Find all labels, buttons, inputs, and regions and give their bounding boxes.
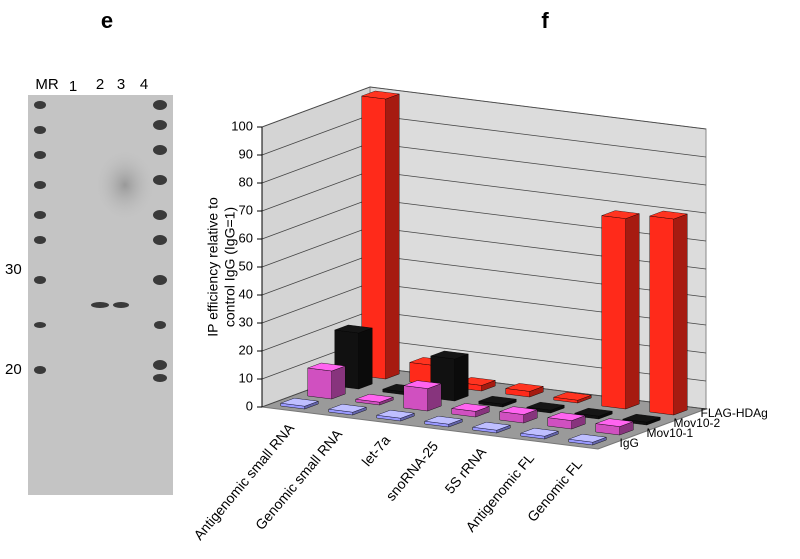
bar-top (472, 421, 511, 431)
bar (328, 403, 367, 416)
bar-front (403, 385, 428, 412)
bar (307, 362, 346, 400)
lane-label: 2 (96, 76, 104, 93)
bar-front (307, 367, 332, 400)
bar-top (361, 90, 400, 100)
y-axis-label: control IgG (IgG=1) (222, 207, 238, 327)
bar (403, 380, 442, 412)
bar-top (451, 403, 490, 412)
y-tick-label: 60 (239, 230, 253, 245)
bar (595, 418, 634, 436)
bar-front (601, 215, 626, 410)
y-tick-label: 20 (239, 342, 253, 357)
grid-line (261, 86, 707, 130)
bar-top (505, 383, 544, 392)
x-tick-label: 5S rRNA (441, 444, 489, 497)
bar (280, 397, 319, 410)
bar (520, 427, 559, 440)
y-tick-label: 0 (246, 398, 253, 413)
bar-side (625, 213, 640, 410)
y-axis-label: IP efficiency relative to (205, 197, 221, 337)
bar-top (355, 393, 394, 403)
bar-side (385, 93, 400, 380)
bar-top (424, 415, 463, 425)
size-label: 30 (5, 261, 22, 278)
bar-top (430, 350, 469, 360)
gel-panel: e MR 1 2 3 4 30 20 (5, 8, 173, 495)
bar-top (595, 418, 634, 427)
bar (424, 415, 463, 428)
bar-top (649, 210, 688, 220)
bar-top (553, 391, 592, 401)
bar (451, 403, 490, 418)
y-tick-label: 40 (239, 286, 253, 301)
legend-label: IgG (620, 436, 639, 450)
x-tick-label: let-7a (358, 432, 393, 469)
bar (622, 413, 661, 426)
bar-top (328, 403, 367, 413)
panel-label: e (101, 8, 113, 33)
bar (649, 210, 688, 416)
lane-label: MR (35, 76, 58, 93)
bar (361, 90, 400, 380)
size-label: 20 (5, 361, 22, 378)
y-tick-label: 90 (239, 146, 253, 161)
panel-label: f (541, 8, 549, 33)
bar-top (520, 427, 559, 437)
y-tick-label: 100 (231, 118, 253, 133)
y-tick-label: 10 (239, 370, 253, 385)
bar-top (568, 433, 607, 443)
lane-label: 1 (69, 78, 77, 95)
y-tick-label: 50 (239, 258, 253, 273)
bar-top (376, 409, 415, 419)
bar-chart-3d: f IP efficiency relative to control IgG … (190, 8, 768, 543)
bar-side (454, 353, 469, 402)
x-tick-label: Antigenomic small RNA (190, 420, 297, 543)
lane-label: 4 (140, 76, 148, 93)
bar (547, 412, 586, 430)
gel-smear (93, 147, 157, 223)
bar (505, 383, 544, 398)
legend-label: Mov10-2 (674, 416, 721, 430)
x-tick-label: snoRNA-25 (382, 438, 441, 504)
x-tick-label: Genomic FL (524, 456, 585, 525)
bar-top (622, 413, 661, 423)
bar (601, 210, 640, 410)
bar (478, 395, 517, 408)
bar-side (331, 365, 346, 400)
gel-image (28, 95, 173, 495)
bar (553, 391, 592, 404)
bar (499, 406, 538, 424)
legend-label: FLAG-HDAg (701, 406, 768, 420)
bar-top (280, 397, 319, 407)
bar-top (403, 380, 442, 389)
bar (472, 421, 511, 434)
y-tick-label: 70 (239, 202, 253, 217)
bar-top (526, 401, 565, 411)
lane-label: 3 (117, 76, 125, 93)
bar-top (334, 324, 373, 334)
bar-side (673, 213, 688, 416)
bar (355, 393, 394, 406)
bar-top (307, 362, 346, 372)
bar-top (547, 412, 586, 421)
bar-front (649, 215, 674, 416)
bar (574, 407, 613, 420)
bar-side (358, 327, 373, 390)
y-tick-label: 80 (239, 174, 253, 189)
bar-top (478, 395, 517, 405)
bar (376, 409, 415, 422)
y-tick-label: 30 (239, 314, 253, 329)
legend-label: Mov10-1 (647, 426, 694, 440)
bar (526, 401, 565, 414)
bar-top (574, 407, 613, 417)
bar (568, 433, 607, 446)
marker-bands (34, 100, 167, 382)
bar-top (499, 406, 538, 415)
bar-top (601, 210, 640, 219)
